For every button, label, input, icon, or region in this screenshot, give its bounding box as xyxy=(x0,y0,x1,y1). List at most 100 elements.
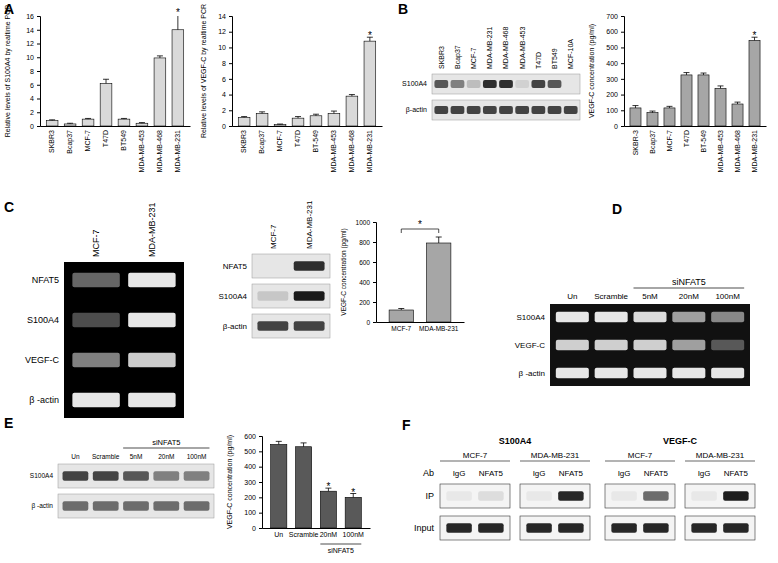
y-tick-label: 10 xyxy=(26,54,34,61)
y-axis-line xyxy=(229,17,233,127)
y-tick-label: 8 xyxy=(222,60,226,67)
x-tick-label: MDA-MB-453 xyxy=(138,130,145,173)
bar xyxy=(664,108,675,126)
row-label: β-actin xyxy=(406,106,427,114)
y-tick: 200 xyxy=(359,299,376,306)
band xyxy=(446,491,471,501)
band xyxy=(691,523,716,533)
y-tick-mark xyxy=(37,85,40,86)
y-tick-mark xyxy=(373,282,376,283)
error-bar xyxy=(85,118,91,120)
y-tick: 2 xyxy=(30,109,40,116)
row-label: β -actin xyxy=(519,369,545,378)
y-tick: 14 xyxy=(26,26,40,33)
x-tick-label: T47D xyxy=(294,130,301,147)
band xyxy=(128,353,175,367)
significance-label: * xyxy=(418,219,422,230)
x-tick-label: 100nM xyxy=(343,531,365,538)
band xyxy=(184,501,210,511)
error-bar xyxy=(398,309,404,311)
y-tick: 400 xyxy=(359,279,376,286)
band xyxy=(531,106,545,114)
band xyxy=(72,313,119,327)
group-title: S100A4 xyxy=(499,436,532,446)
bar xyxy=(46,121,58,127)
y-tick-mark xyxy=(259,451,262,452)
y-tick-label: 600 xyxy=(606,28,618,35)
panel-label: B xyxy=(398,1,408,17)
x-tick-label: MDA-MB-468 xyxy=(348,130,355,173)
x-axis: SKBR-3Bcap37MCF-7T47DBT-549MDA-MB-453MDA… xyxy=(625,126,767,172)
x-tick: BT-549 xyxy=(312,126,319,153)
error-cap xyxy=(103,79,109,80)
x-axis-line xyxy=(377,322,465,323)
bar-chart: 02468101214SKBR3Bcap37MCF-7T47DBT-549MDA… xyxy=(200,4,383,173)
band xyxy=(556,312,589,322)
x-tick: MCF-7 xyxy=(666,126,673,151)
y-tick: 4 xyxy=(30,95,40,102)
row-label: VEGF-C xyxy=(515,341,545,350)
x-tick-label: BT-549 xyxy=(700,130,707,153)
x-tick-label: MCF-7 xyxy=(84,130,91,151)
y-tick-mark xyxy=(229,32,232,33)
y-tick: 6 xyxy=(30,81,40,88)
row-label: Input xyxy=(414,523,435,533)
bar xyxy=(154,58,166,126)
panel-label: F xyxy=(402,417,411,433)
y-tick-mark xyxy=(229,126,232,127)
plot-area xyxy=(630,37,760,126)
y-tick: 16 xyxy=(26,13,40,20)
panel-label: E xyxy=(4,415,13,431)
band xyxy=(153,471,179,481)
y-tick-label: 600 xyxy=(359,259,370,266)
y-tick-label: 12 xyxy=(26,40,34,47)
y-tick-mark xyxy=(37,71,40,72)
band xyxy=(723,523,748,533)
x-tick: MDA-MB-231 xyxy=(751,126,758,172)
y-tick: 300 xyxy=(244,479,262,486)
y-tick-label: 400 xyxy=(606,60,618,67)
y-tick-label: 8 xyxy=(30,68,34,75)
blot-background xyxy=(252,314,330,338)
error-bar xyxy=(49,119,55,121)
y-tick-mark xyxy=(621,47,624,48)
y-tick-label: 10 xyxy=(218,44,226,51)
x-tick-label: MCF-7 xyxy=(666,130,673,151)
band xyxy=(611,491,636,501)
band xyxy=(595,312,628,322)
band xyxy=(633,368,666,378)
y-axis-line xyxy=(373,223,377,323)
error-bar xyxy=(666,106,672,108)
row-label: VEGF-C xyxy=(25,355,60,365)
x-axis-line xyxy=(41,126,191,127)
band xyxy=(294,291,325,301)
subgroup-title: MCF-7 xyxy=(463,451,488,460)
y-axis: 02004006008001000 xyxy=(356,219,377,326)
error-bar xyxy=(735,102,741,104)
subgroup-title: MCF-7 xyxy=(628,451,653,460)
y-tick-mark xyxy=(259,497,262,498)
x-tick: MCF-7 xyxy=(391,322,411,332)
y-tick: 700 xyxy=(606,13,624,20)
subgroup-line xyxy=(520,461,590,462)
y-tick-mark xyxy=(37,16,40,17)
y-tick-mark xyxy=(259,436,262,437)
lane-label: 5nM xyxy=(130,453,143,460)
bar xyxy=(118,119,130,126)
band xyxy=(257,261,288,271)
y-tick-mark xyxy=(37,30,40,31)
y-tick: 200 xyxy=(244,494,262,501)
band xyxy=(711,312,744,322)
gel-background xyxy=(605,484,675,508)
error-cap xyxy=(276,441,282,442)
x-tick-label: MDA-MB-231 xyxy=(419,325,459,332)
bar xyxy=(136,123,148,126)
y-tick-label: 6 xyxy=(222,76,226,83)
y-tick-mark xyxy=(229,110,232,111)
y-tick-label: 12 xyxy=(218,28,226,35)
lane-label: NFAT5 xyxy=(559,469,584,478)
row-label: NFAT5 xyxy=(32,275,59,285)
y-tick: 0 xyxy=(366,319,376,326)
subgroup-line xyxy=(440,461,510,462)
x-tick: SKBR3 xyxy=(48,126,55,153)
